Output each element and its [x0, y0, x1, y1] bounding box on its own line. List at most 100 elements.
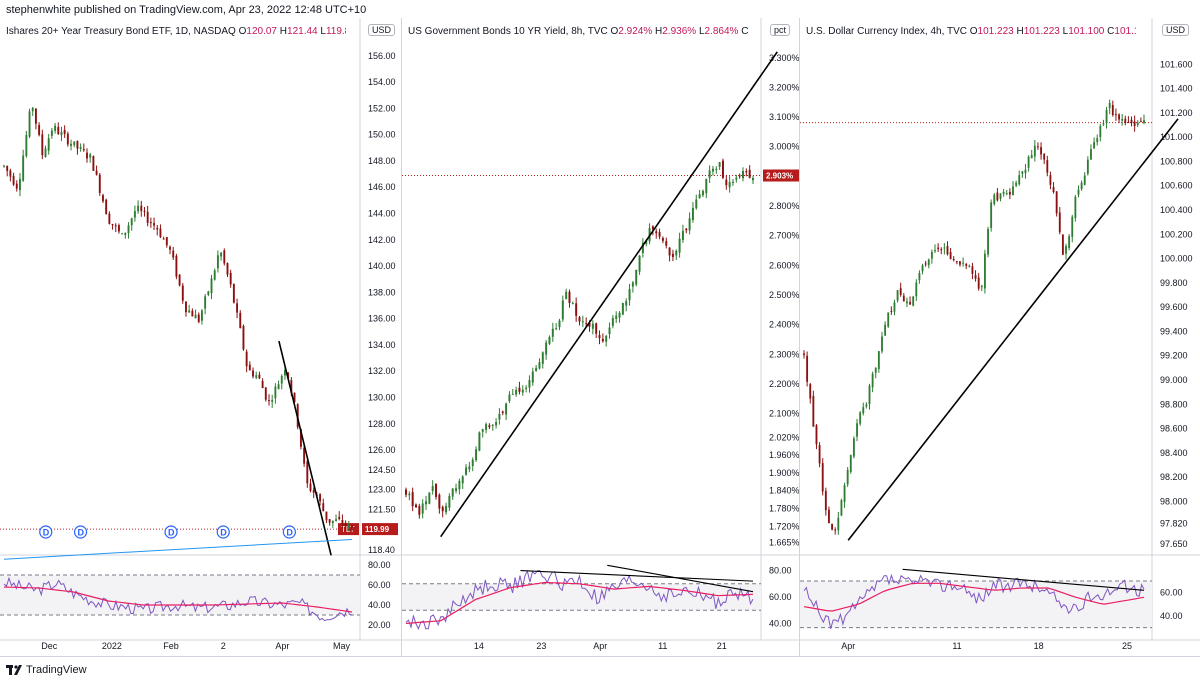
unit-badge[interactable]: USD [368, 24, 396, 36]
ohlc-label: L [1062, 26, 1069, 37]
chart-svg[interactable]: 3.300%3.200%3.100%3.000%2.900%2.800%2.70… [402, 18, 799, 656]
candle [571, 301, 574, 305]
chart-panel-tlt[interactable]: Ishares 20+ Year Treasury Bond ETF, 1D, … [0, 18, 401, 656]
candle [809, 383, 812, 404]
candle [146, 205, 149, 227]
dividend-marker[interactable] [73, 525, 88, 539]
candle [213, 268, 216, 281]
candle [38, 122, 41, 137]
y-tick-label: 99.200 [1160, 351, 1188, 361]
x-tick-label: Feb [163, 641, 179, 651]
price-tag [763, 169, 799, 182]
x-tick-label: Dec [41, 641, 58, 651]
ohlc-label: O [610, 26, 619, 37]
candle [1002, 188, 1005, 197]
candle [661, 236, 664, 244]
ohlc-value: 119.81 [325, 26, 346, 37]
rsi-trend-line[interactable] [607, 564, 754, 593]
candle [731, 178, 734, 186]
support-line[interactable] [3, 538, 353, 560]
candle [1108, 99, 1111, 115]
candle [34, 108, 37, 130]
candle [1143, 114, 1145, 125]
candle [3, 164, 5, 168]
candle [631, 281, 634, 293]
candle [1040, 142, 1042, 160]
chart-panel-us10y[interactable]: US Government Bonds 10 YR Yield, 8h, TVC… [402, 18, 799, 656]
candle [331, 520, 334, 528]
candle [943, 243, 946, 255]
candle [909, 296, 911, 305]
rsi-trend-line[interactable] [520, 570, 754, 582]
candle [57, 122, 60, 135]
x-tick-label: 2 [221, 641, 226, 651]
candle [274, 383, 277, 404]
rsi-y-tick-label: 20.00 [368, 620, 391, 630]
candle [478, 431, 481, 452]
candle [92, 155, 95, 171]
trend-line[interactable] [278, 340, 332, 556]
candle [849, 454, 852, 474]
candle [335, 514, 337, 522]
y-tick-label: 2.400% [769, 320, 799, 330]
candle [949, 248, 952, 260]
unit-badge[interactable]: pct [770, 24, 791, 36]
unit-badge[interactable]: USD [1162, 24, 1190, 36]
chart-panel-dxy[interactable]: U.S. Dollar Currency Index, 4h, TVC O101… [800, 18, 1200, 656]
candle [505, 402, 508, 421]
candle [884, 321, 887, 337]
candle [1086, 156, 1089, 176]
y-tick-label: 2.100% [769, 409, 799, 419]
candle [1018, 170, 1021, 186]
dividend-marker[interactable] [216, 525, 230, 539]
candle [165, 236, 168, 248]
dividend-marker[interactable] [164, 525, 178, 539]
candle [1096, 134, 1099, 146]
price-tag-text: 119.99 [365, 525, 390, 534]
candle [172, 246, 175, 261]
rsi-y-tick-label: 40.00 [368, 600, 391, 610]
candle [441, 505, 444, 518]
candle [481, 428, 484, 438]
candle [999, 193, 1002, 202]
candle [89, 152, 92, 163]
y-tick-label: 101.000 [1160, 132, 1193, 142]
candle [871, 371, 874, 393]
dividend-marker[interactable] [39, 525, 53, 539]
chart-title: US Government Bonds 10 YR Yield, 8h, TVC… [408, 26, 748, 37]
y-tick-label: 148.00 [368, 156, 396, 166]
candle [425, 495, 428, 510]
trend-line[interactable] [847, 118, 1179, 541]
candle [312, 487, 315, 499]
y-tick-label: 132.00 [368, 366, 396, 376]
y-tick-label: 136.00 [368, 314, 396, 324]
candle [1027, 155, 1030, 172]
rsi-ma-line [3, 586, 353, 613]
chart-svg[interactable]: 156.00 154.00 152.00 150.00 148.00 146.00 144.… [0, 18, 401, 656]
bottom-divider [0, 656, 1200, 657]
y-tick-label: 130.00 [368, 393, 396, 403]
publisher-line: stephenwhite published on TradingView.co… [6, 4, 367, 16]
y-tick-label: 97.820 [1160, 518, 1188, 528]
chart-title-text: Ishares 20+ Year Treasury Bond ETF, 1D, … [6, 26, 239, 37]
rsi-band [0, 575, 360, 615]
candle [108, 211, 111, 225]
candle [581, 315, 584, 328]
dividend-marker[interactable] [282, 525, 296, 539]
candle [971, 262, 974, 280]
candle [153, 217, 156, 231]
x-tick-label: 11 [952, 641, 961, 651]
candle [344, 520, 347, 531]
trend-line[interactable] [440, 51, 778, 538]
candle [952, 256, 955, 262]
candle [1043, 153, 1046, 165]
y-tick-label: 101.400 [1160, 84, 1193, 94]
candle [54, 122, 57, 134]
candle [896, 290, 899, 303]
candle [678, 232, 681, 258]
chart-svg[interactable]: 101.600 101.400 101.200 101.000 100.800 100.6… [800, 18, 1200, 656]
rsi-trend-line[interactable] [902, 568, 1145, 591]
candle [575, 297, 578, 322]
candle [621, 302, 624, 316]
x-tick-label: Apr [841, 641, 855, 651]
